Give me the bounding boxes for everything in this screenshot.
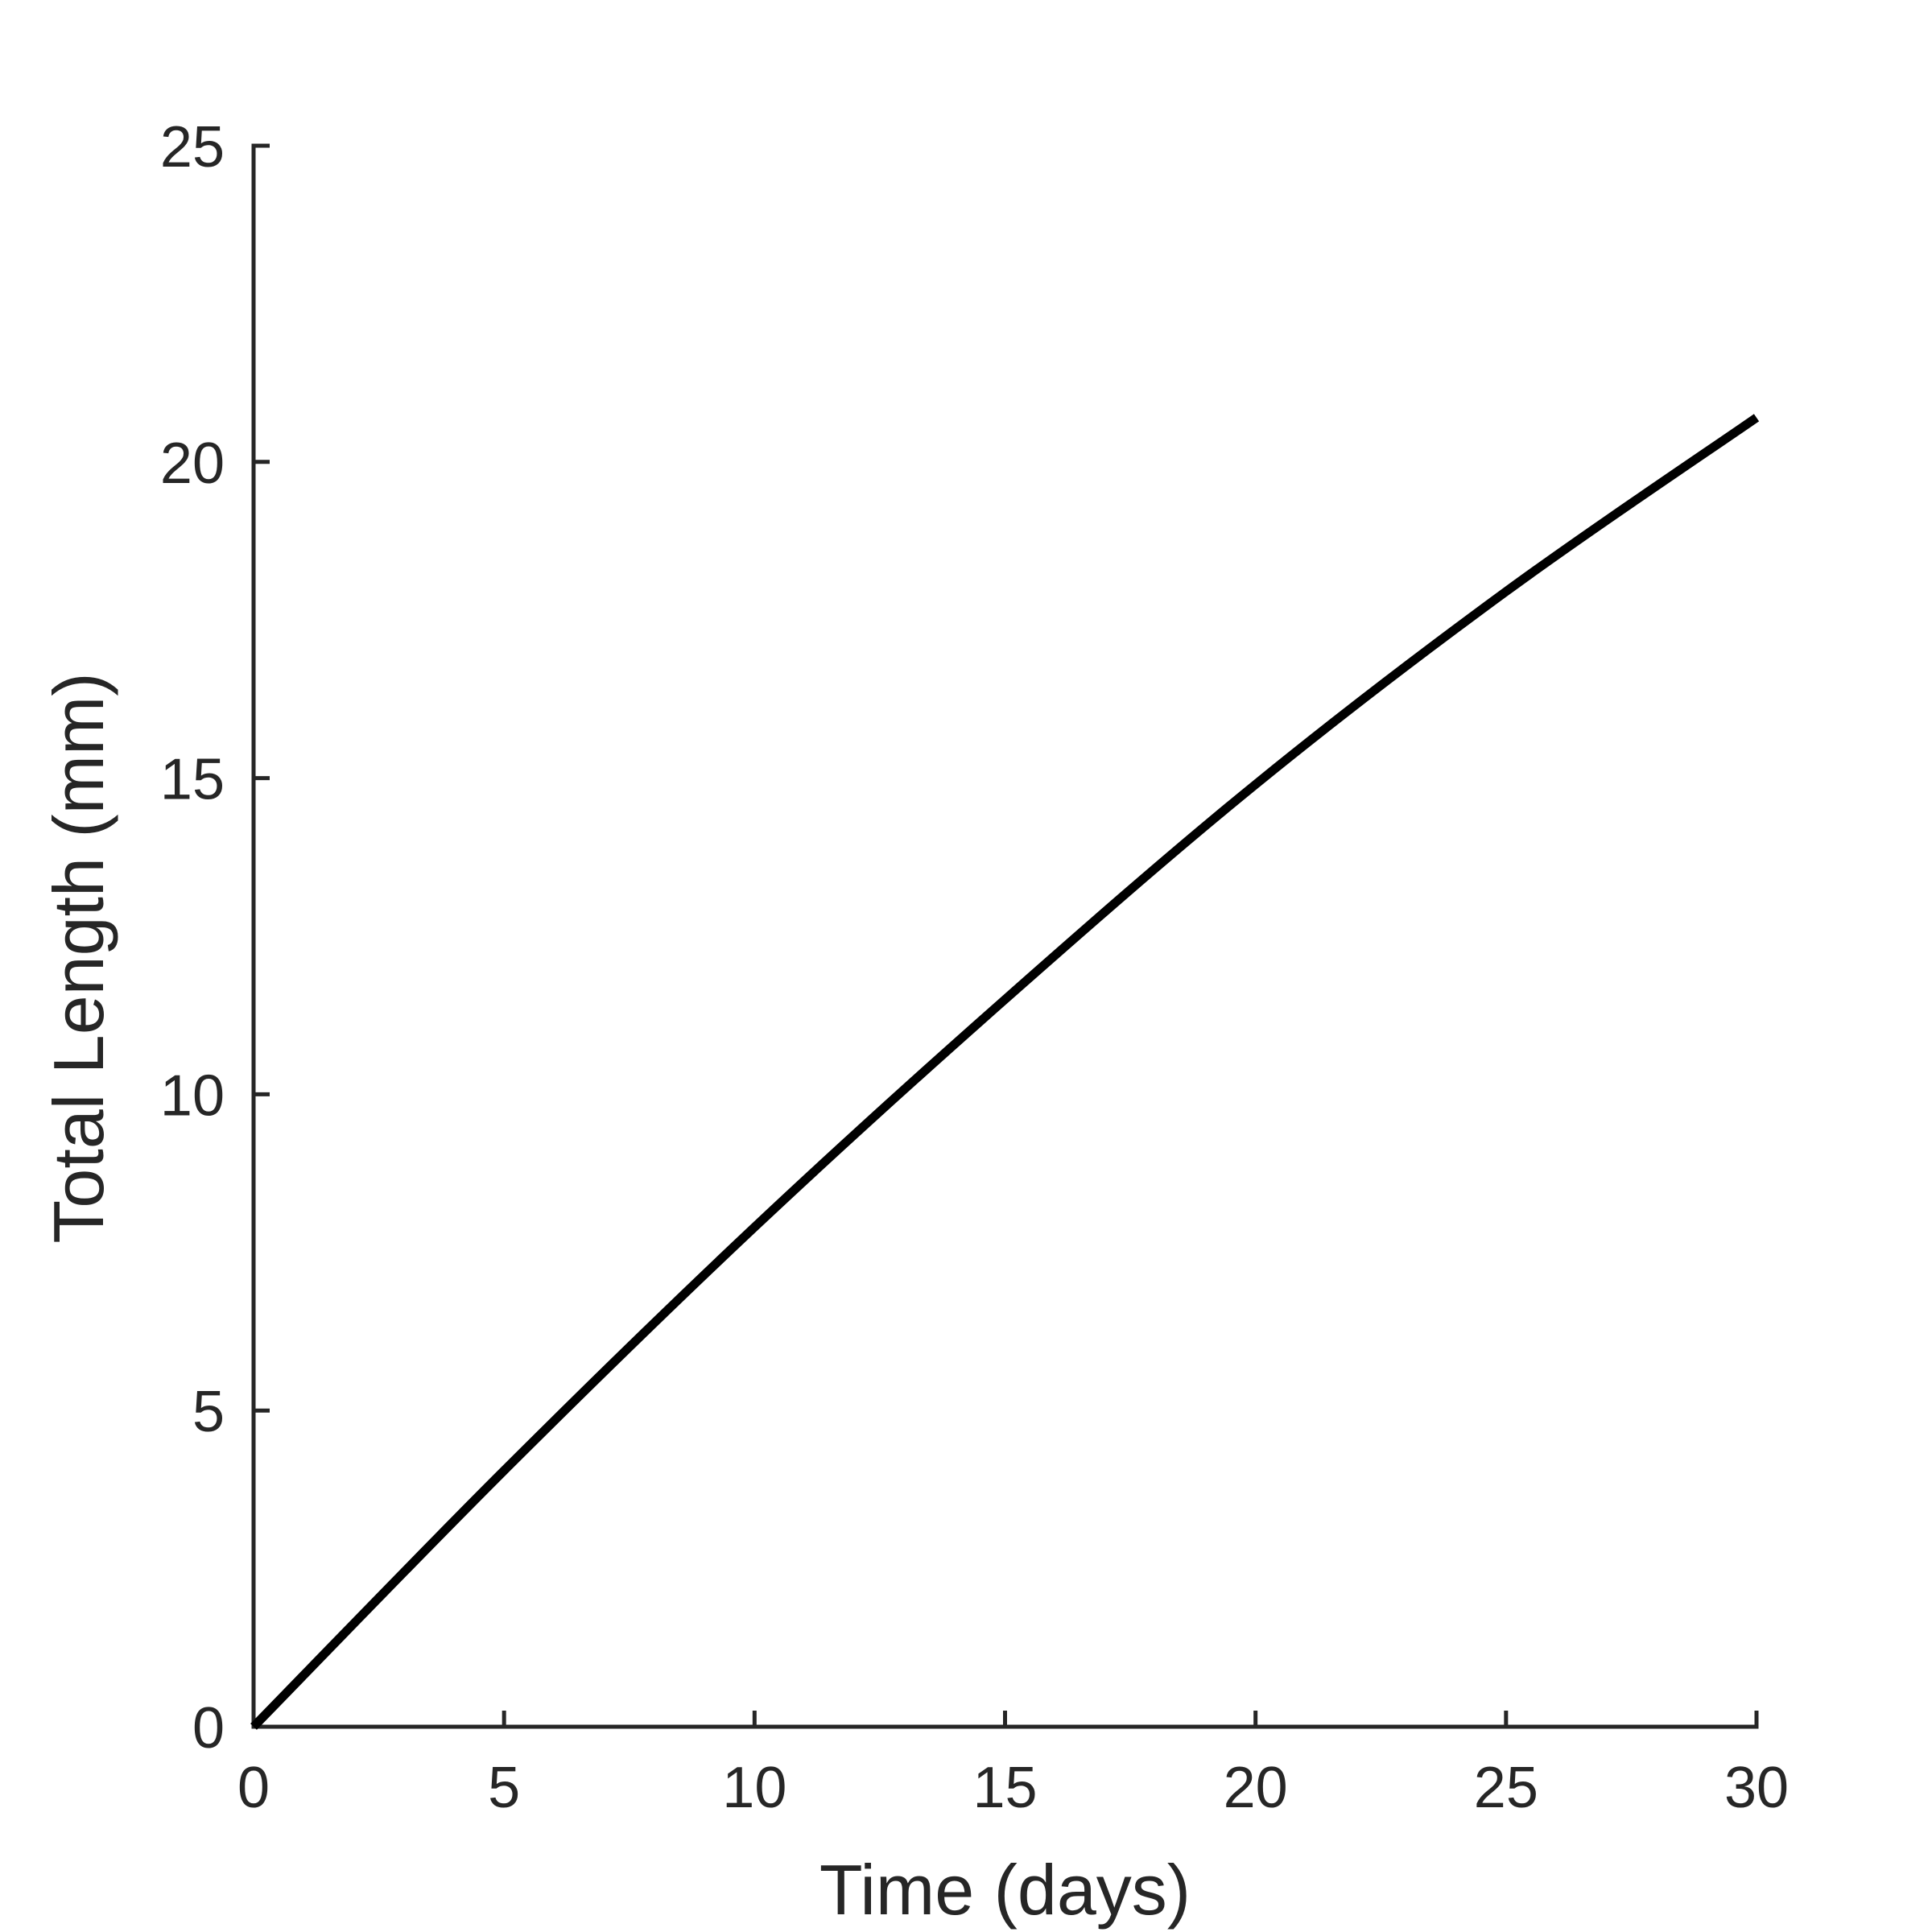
x-tick-label: 15: [972, 1756, 1037, 1820]
series-line: [250, 414, 1760, 1730]
x-axis-ticks: 0 5 10 15 20 25 30: [237, 1711, 1789, 1820]
y-tick-label: 10: [160, 1063, 225, 1128]
y-tick-label: 20: [160, 431, 225, 496]
x-tick-label: 0: [237, 1756, 270, 1820]
x-tick-label: 10: [722, 1756, 786, 1820]
y-axis-label: Total Length (mm): [39, 672, 118, 1243]
y-tick-label: 5: [192, 1380, 225, 1444]
x-tick-label: 5: [488, 1756, 520, 1820]
y-tick-label: 25: [160, 115, 225, 180]
series-group: [250, 414, 1760, 1730]
y-tick-label: 0: [192, 1696, 225, 1761]
x-axis-label: Time (days): [819, 1850, 1191, 1930]
y-tick-label: 15: [160, 748, 225, 812]
plot-area: 0 5 10 15 20 25 30 0 5 10 15 20 25: [160, 115, 1789, 1820]
x-tick-label: 20: [1224, 1756, 1288, 1820]
y-axis-ticks: 0 5 10 15 20 25: [160, 115, 270, 1761]
x-tick-label: 30: [1724, 1756, 1789, 1820]
x-tick-label: 25: [1474, 1756, 1538, 1820]
